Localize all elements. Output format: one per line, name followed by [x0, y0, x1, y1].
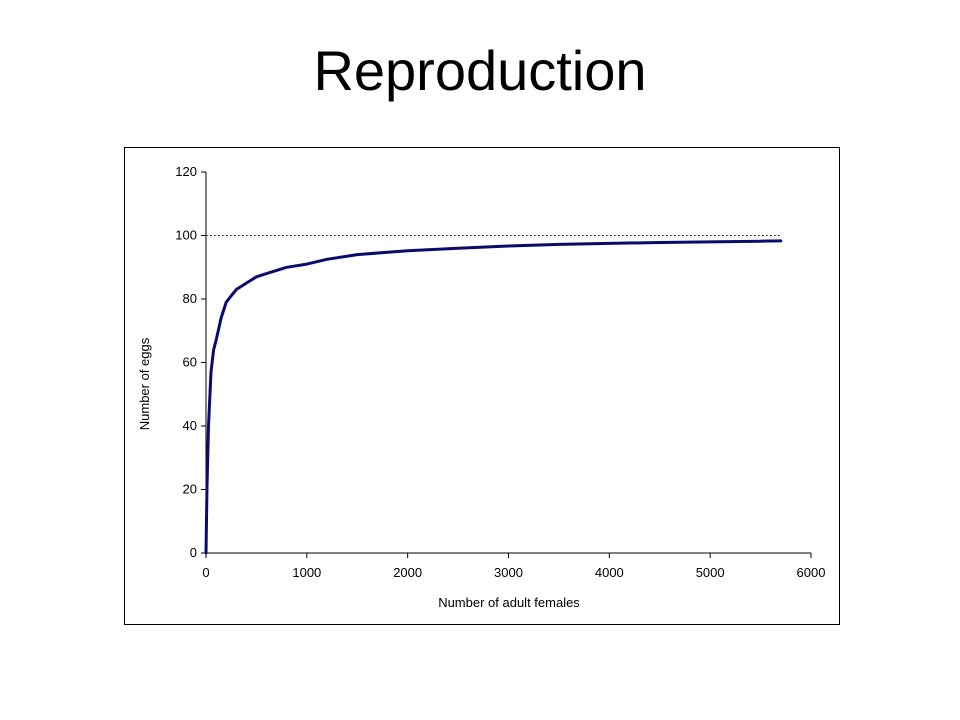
- x-tick-label: 2000: [393, 565, 422, 580]
- y-axis-label: Number of eggs: [137, 337, 152, 430]
- y-tick-label: 120: [175, 164, 197, 179]
- x-tick-label: 1000: [292, 565, 321, 580]
- y-tick-label: 80: [183, 291, 197, 306]
- series-layer: [204, 239, 783, 555]
- slide-title: Reproduction: [313, 39, 647, 102]
- x-tick-label: 4000: [595, 565, 624, 580]
- chart-frame: 0 20 40 60 80 100 120 0 1000 2000 3000 4000 5000 600…: [124, 147, 840, 625]
- y-axis: 0 20 40 60 80 100 120: [175, 164, 207, 560]
- line-chart: 0 20 40 60 80 100 120 0 1000 2000 3000 4000 5000 600…: [137, 164, 826, 610]
- y-tick-label: 0: [190, 545, 197, 560]
- y-tick-label: 40: [183, 418, 197, 433]
- y-tick-label: 60: [183, 355, 197, 370]
- x-tick-label: 0: [202, 565, 209, 580]
- y-tick-label: 100: [175, 228, 197, 243]
- series-line: [204, 239, 783, 555]
- x-tick-label: 6000: [797, 565, 826, 580]
- y-tick-label: 20: [183, 482, 197, 497]
- x-axis: 0 1000 2000 3000 4000 5000 6000: [202, 552, 826, 580]
- x-tick-label: 5000: [696, 565, 725, 580]
- x-axis-label: Number of adult females: [438, 595, 580, 610]
- x-tick-label: 3000: [494, 565, 523, 580]
